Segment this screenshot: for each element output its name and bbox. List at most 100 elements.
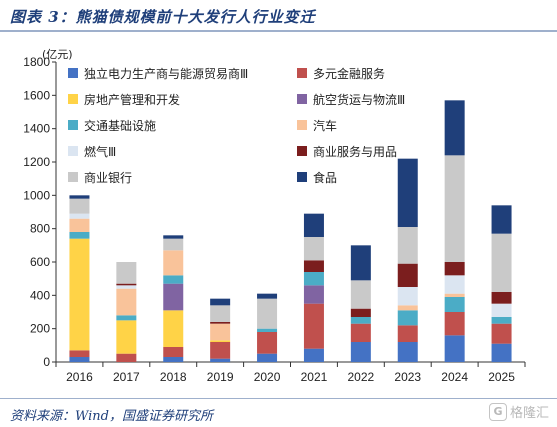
bar-segment	[257, 332, 278, 354]
bar-segment	[210, 358, 231, 362]
legend-item: 商业服务与用品	[297, 144, 397, 159]
legend-label: 汽车	[313, 118, 337, 133]
bar-segment	[69, 195, 90, 199]
bar-segment	[303, 237, 324, 261]
bar-segment	[210, 323, 231, 341]
bar-segment	[397, 227, 418, 264]
bar-segment	[163, 250, 184, 276]
legend-swatch	[297, 172, 307, 182]
legend-label: 燃气Ⅲ	[84, 144, 116, 159]
x-tick-label: 2020	[254, 370, 281, 384]
legend-swatch	[68, 68, 78, 78]
bar-segment	[444, 100, 465, 156]
bar-segment	[303, 303, 324, 349]
legend-item: 交通基础设施	[68, 118, 156, 133]
y-tick-label: 600	[30, 255, 50, 269]
y-tick-label: 400	[30, 288, 50, 302]
bar-segment	[444, 297, 465, 312]
legend-label: 多元金融服务	[313, 66, 385, 81]
watermark-text: 格隆汇	[509, 406, 549, 421]
bar-segment	[210, 305, 231, 322]
bar-segment	[163, 347, 184, 357]
bar-segment	[163, 238, 184, 251]
x-tick-label: 2017	[113, 370, 140, 384]
x-tick-label: 2025	[488, 370, 515, 384]
bar-stack-2023	[397, 158, 418, 362]
bar-segment	[210, 322, 231, 324]
y-tick-label: 1800	[23, 55, 50, 69]
bar-segment	[210, 298, 231, 306]
bar-segment	[116, 353, 137, 362]
bar-segment	[163, 275, 184, 284]
legend-swatch	[297, 68, 307, 78]
bar-segment	[491, 317, 512, 324]
legend-label: 商业银行	[84, 170, 132, 185]
bar-stack-2019	[210, 298, 231, 362]
bar-segment	[444, 275, 465, 294]
legend-swatch	[68, 94, 78, 104]
bar-segment	[116, 285, 137, 289]
x-tick-label: 2018	[160, 370, 187, 384]
bar-segment	[397, 310, 418, 326]
bar-segment	[444, 155, 465, 262]
y-tick-label: 800	[30, 222, 50, 236]
bar-segment	[444, 262, 465, 276]
bar-segment	[303, 260, 324, 272]
bar-segment	[163, 357, 184, 362]
legend-label: 房地产管理和开发	[84, 92, 180, 107]
bar-segment	[303, 272, 324, 286]
bar-segment	[350, 317, 371, 324]
bar-segment	[491, 292, 512, 304]
legend-label: 食品	[313, 170, 337, 185]
bar-segment	[116, 283, 137, 286]
bar-segment	[69, 218, 90, 232]
bar-segment	[69, 350, 90, 357]
legend-label: 航空货运与物流Ⅲ	[313, 92, 405, 107]
bar-segment	[397, 325, 418, 342]
y-tick-label: 1400	[23, 122, 50, 136]
bar-segment	[350, 245, 371, 281]
bar-segment	[163, 283, 184, 311]
legend-label: 商业服务与用品	[313, 144, 397, 159]
bar-segment	[444, 335, 465, 362]
legend-item: 汽车	[297, 118, 337, 133]
bar-stack-2024	[444, 100, 465, 362]
legend-item: 独立电力生产商与能源贸易商Ⅲ	[68, 66, 248, 81]
bar-segment	[350, 342, 371, 362]
bar-segment	[491, 233, 512, 292]
bar-segment	[350, 308, 371, 317]
legend-item: 航空货运与物流Ⅲ	[297, 92, 405, 107]
stacked-bar-chart: (亿元) 0 200 400 600 800 1000 1200 1400 1600 1800 2…	[23, 48, 526, 384]
bar-segment	[257, 298, 278, 329]
bar-segment	[397, 263, 418, 287]
bar-segment	[397, 342, 418, 362]
bar-segment	[69, 238, 90, 351]
x-tick-label: 2016	[66, 370, 93, 384]
bar-segment	[69, 198, 90, 214]
x-tick-label: 2024	[441, 370, 468, 384]
legend-item: 燃气Ⅲ	[68, 144, 116, 159]
y-unit-label: (亿元)	[42, 48, 73, 61]
legend-swatch	[68, 120, 78, 130]
bar-stack-2017	[116, 262, 137, 362]
bar-segment	[69, 213, 90, 219]
bar-segment	[210, 342, 231, 359]
bar-segment	[350, 280, 371, 309]
bar-segment	[116, 288, 137, 316]
bar-stack-2022	[350, 245, 371, 362]
watermark-logo-icon: G	[488, 402, 507, 421]
legend-item: 多元金融服务	[297, 66, 385, 81]
title-rule	[0, 30, 557, 32]
x-axis: 2016 2017 2018 2019 2020 2021 2022 2023 2024 2025	[55, 361, 526, 384]
bar-segment	[350, 323, 371, 342]
bar-segment	[397, 305, 418, 311]
bar-segment	[69, 357, 90, 362]
footer-rule	[0, 398, 557, 399]
bar-segment	[444, 312, 465, 336]
bar-stack-2020	[257, 293, 278, 362]
legend-item: 食品	[297, 170, 337, 185]
bar-segment	[257, 293, 278, 299]
x-tick-label: 2019	[207, 370, 234, 384]
bar-segment	[116, 262, 137, 284]
y-axis: 0 200 400 600 800 1000 1200 1400 1600 1800	[23, 55, 57, 369]
